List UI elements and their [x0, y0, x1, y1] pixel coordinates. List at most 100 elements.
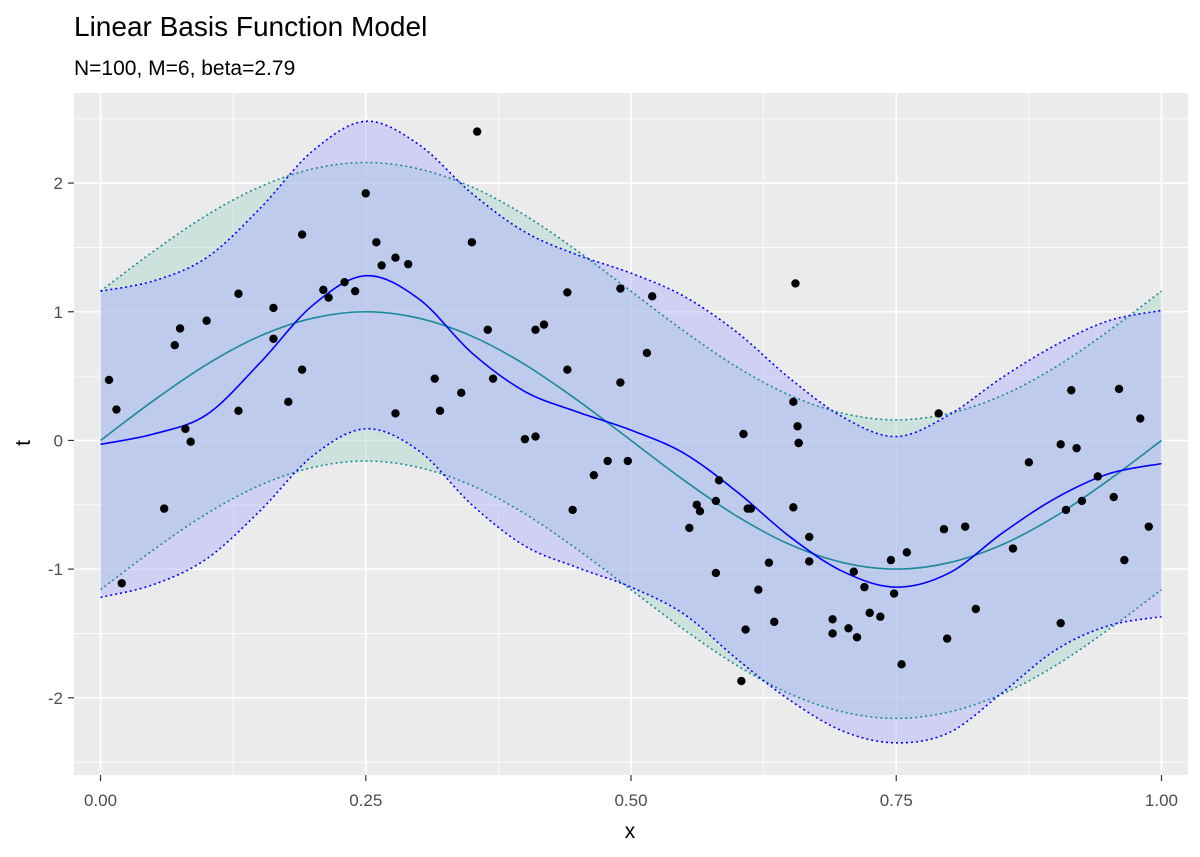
data-point — [1067, 386, 1076, 395]
data-point — [739, 429, 748, 439]
data-point — [319, 285, 328, 295]
data-point — [181, 424, 190, 434]
data-point — [1008, 544, 1018, 553]
data-point — [483, 325, 492, 334]
point-layer — [104, 127, 1153, 686]
data-point — [435, 406, 445, 416]
data-point — [186, 437, 195, 446]
data-point — [377, 261, 386, 270]
data-point — [159, 504, 169, 513]
predictive-upper-bound-line — [100, 120, 1162, 438]
data-point — [472, 127, 482, 136]
data-point — [430, 374, 439, 383]
predictive-lower-bound-line — [100, 428, 1162, 744]
data-point — [391, 409, 400, 418]
data-point — [531, 325, 540, 334]
data-point — [1061, 505, 1071, 515]
y-tick-label: 0 — [54, 431, 63, 450]
y-tick-label: 2 — [54, 174, 63, 193]
data-point — [603, 456, 612, 466]
y-axis-title: t — [12, 440, 35, 446]
data-point — [889, 589, 899, 598]
data-point — [789, 397, 798, 407]
data-point — [297, 230, 307, 239]
data-point — [746, 504, 756, 513]
data-point — [942, 634, 952, 643]
data-point — [175, 324, 185, 333]
data-point — [1056, 618, 1065, 628]
data-point — [563, 288, 572, 297]
data-point — [616, 378, 625, 387]
data-point — [1024, 458, 1034, 467]
data-point — [849, 567, 858, 576]
data-point — [1072, 443, 1081, 453]
x-tick-label: 0.00 — [84, 791, 117, 810]
x-tick-label: 0.25 — [349, 791, 382, 810]
data-point — [202, 316, 211, 325]
data-point — [568, 505, 577, 515]
data-point — [764, 558, 774, 567]
data-point — [117, 579, 126, 588]
data-point — [234, 289, 243, 298]
x-tick-label: 0.75 — [880, 791, 913, 810]
data-point — [1120, 555, 1129, 565]
data-point — [616, 284, 625, 293]
data-point — [852, 633, 862, 642]
data-point — [520, 434, 530, 444]
data-point — [865, 608, 874, 618]
x-tick-label: 0.50 — [614, 791, 647, 810]
data-point — [876, 612, 885, 621]
data-point — [961, 522, 970, 531]
data-point — [623, 456, 633, 466]
data-point — [297, 365, 307, 374]
grid-layer — [74, 93, 1188, 775]
data-point — [488, 374, 498, 383]
data-point — [563, 365, 572, 374]
data-point — [770, 617, 779, 627]
data-point — [1077, 496, 1087, 506]
data-point — [714, 476, 724, 485]
data-point — [642, 348, 652, 358]
data-point — [361, 189, 370, 198]
data-point — [1136, 414, 1145, 423]
line-layer — [100, 120, 1162, 744]
data-point — [104, 375, 114, 385]
data-point — [467, 238, 477, 247]
data-point — [741, 625, 750, 634]
data-point — [828, 629, 837, 638]
predictive-mean-line — [100, 274, 1162, 588]
y-tick-label: -2 — [48, 689, 63, 708]
data-point — [695, 507, 705, 516]
data-point — [372, 238, 381, 247]
data-point — [805, 557, 814, 566]
data-point — [860, 582, 869, 592]
data-point — [886, 555, 896, 565]
data-point — [844, 624, 853, 633]
data-point — [794, 438, 803, 448]
data-point — [340, 277, 349, 287]
data-point — [234, 406, 243, 416]
data-point — [902, 548, 912, 557]
data-point — [685, 523, 694, 533]
data-point — [793, 422, 802, 431]
data-point — [1144, 522, 1153, 531]
data-point — [971, 604, 981, 614]
data-point — [934, 409, 943, 418]
data-point — [269, 334, 278, 343]
chart-title: Linear Basis Function Model — [74, 11, 427, 42]
data-point — [1056, 440, 1065, 449]
data-point — [1093, 472, 1103, 481]
data-point — [531, 432, 540, 441]
data-point — [391, 253, 400, 262]
data-point — [805, 532, 814, 542]
chart-subtitle: N=100, M=6, beta=2.79 — [74, 57, 295, 80]
data-point — [789, 503, 798, 512]
data-point — [791, 279, 800, 288]
true-upper-bound-line — [100, 161, 1162, 421]
data-point — [754, 585, 763, 594]
x-axis-title: x — [625, 820, 636, 843]
data-point — [1109, 492, 1118, 502]
data-point — [897, 660, 906, 669]
data-point — [589, 470, 599, 480]
